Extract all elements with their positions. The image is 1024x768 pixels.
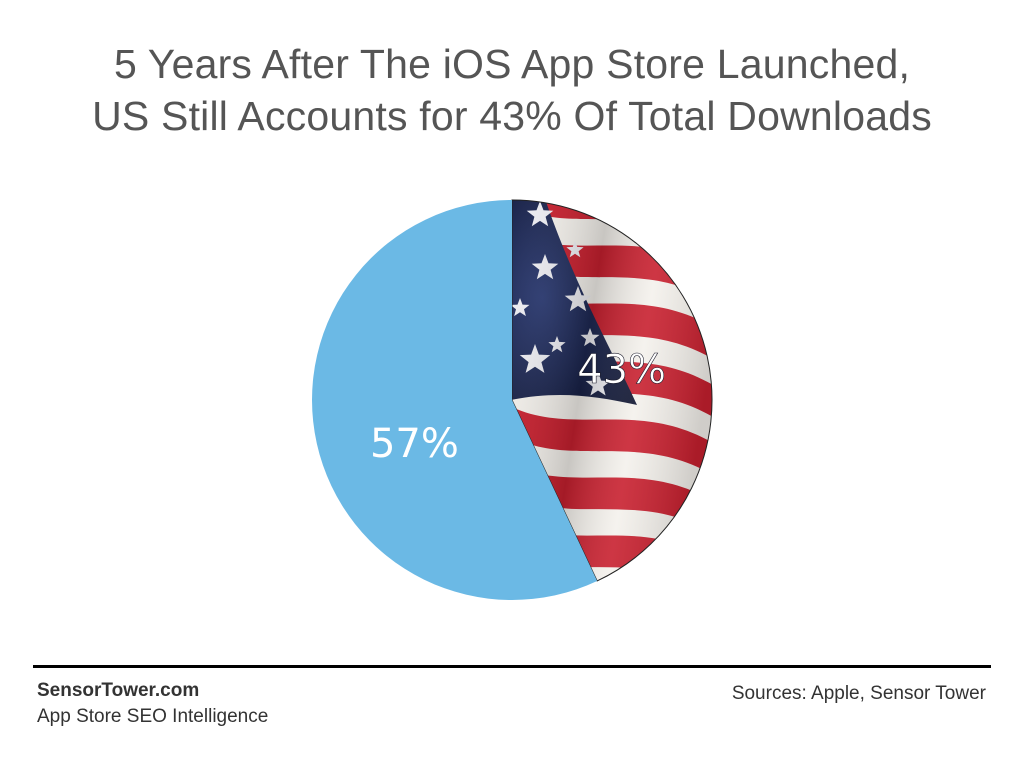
chart-title: 5 Years After The iOS App Store Launched… <box>0 38 1024 142</box>
chart-title-line-1: 5 Years After The iOS App Store Launched… <box>113 41 911 87</box>
pie-slice-rest-of-world <box>312 200 598 601</box>
pie-slice-us-outline <box>511 199 713 582</box>
brand-tagline: App Store SEO Intelligence <box>37 706 269 727</box>
pie-slice-us-flag <box>512 200 713 581</box>
brand-link[interactable]: SensorTower.com <box>37 680 200 701</box>
chart-title-line-2: US Still Accounts for 43% Of Total Downl… <box>92 93 932 139</box>
sources-note: Sources: Apple, Sensor Tower <box>731 683 986 704</box>
pie-slice-label: 43% <box>577 347 666 393</box>
footer-divider <box>33 665 991 668</box>
pie-slice-label: 57% <box>370 421 459 467</box>
